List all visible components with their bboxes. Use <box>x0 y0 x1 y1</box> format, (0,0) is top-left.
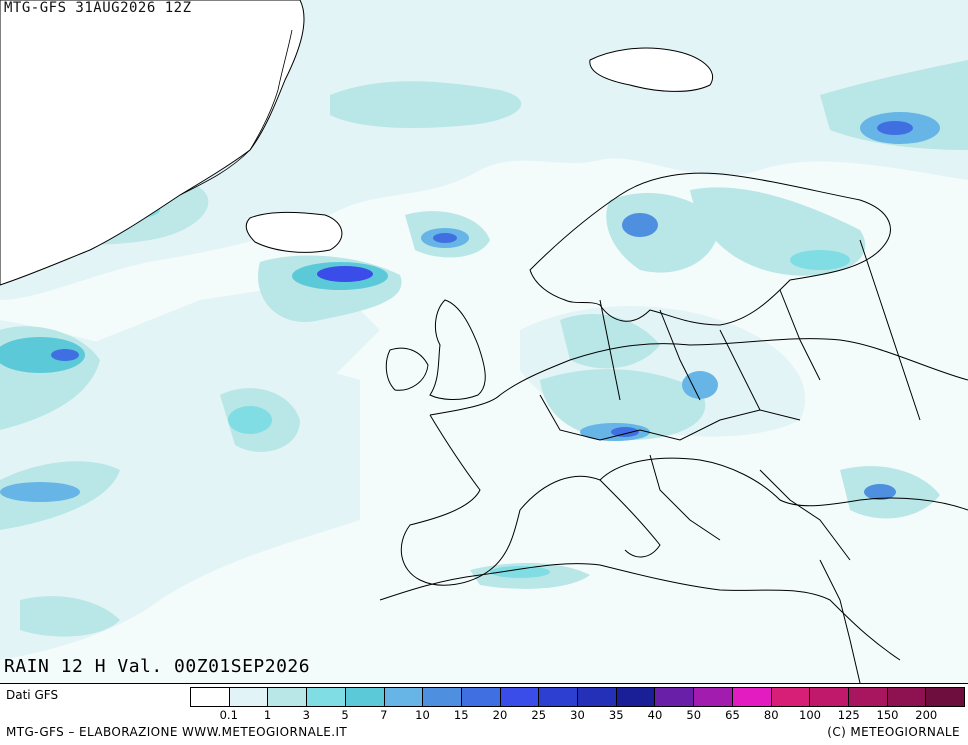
legend-swatch <box>926 688 965 706</box>
legend-swatch <box>732 688 772 706</box>
legend-swatch <box>500 688 540 706</box>
legend-swatch <box>229 688 269 706</box>
legend-tick-label: 10 <box>415 708 430 722</box>
greenland-landmass <box>0 0 305 286</box>
country-borders <box>539 239 921 683</box>
data-source-label: Dati GFS <box>6 688 59 702</box>
continental-europe-outline <box>400 338 968 586</box>
legend-tick-label: 150 <box>876 708 899 722</box>
legend-swatch <box>771 688 811 706</box>
legend-swatch <box>578 688 617 706</box>
legend-swatch <box>461 688 501 706</box>
legend-swatch <box>887 688 927 706</box>
color-legend <box>190 687 965 707</box>
legend-tick-label: 200 <box>915 708 938 722</box>
precip-map <box>0 0 968 683</box>
legend-tick-label: 15 <box>453 708 469 722</box>
legend-swatch <box>539 688 579 706</box>
legend-tick-label: 0.1 <box>219 708 238 722</box>
legend-swatch <box>423 688 462 706</box>
footer-copyright: (C) METEOGIORNALE <box>827 725 960 739</box>
svalbard-landmass <box>589 47 713 92</box>
map-bottom-border <box>0 683 968 684</box>
legend-tick-label: 65 <box>725 708 740 722</box>
north-africa-coast <box>379 563 901 661</box>
legend-tick-label: 125 <box>837 708 860 722</box>
footer-credit: MTG-GFS – ELABORAZIONE WWW.METEOGIORNALE… <box>6 725 348 739</box>
britain-landmass <box>429 299 486 400</box>
greenland-coast-detail <box>179 29 293 196</box>
legend-swatch <box>848 688 888 706</box>
legend-swatch <box>384 688 424 706</box>
ireland-landmass <box>385 347 429 391</box>
legend-tick-label: 3 <box>302 708 310 722</box>
legend-tick-label: 30 <box>570 708 585 722</box>
legend-tick-label: 1 <box>263 708 272 722</box>
legend-swatch <box>307 688 346 706</box>
legend-swatch <box>345 688 385 706</box>
legend-swatch <box>268 688 308 706</box>
legend-tick-label: 7 <box>380 708 388 722</box>
iceland-landmass <box>245 211 343 253</box>
scandinavia-landmass <box>529 172 891 326</box>
precip-blue-cores <box>0 112 940 578</box>
legend-swatch <box>616 688 656 706</box>
legend-swatch <box>694 688 733 706</box>
legend-tick-label: 20 <box>492 708 508 722</box>
legend-tick-label: 25 <box>531 708 547 722</box>
legend-tick-label: 50 <box>686 708 702 722</box>
legend-swatch <box>655 688 695 706</box>
legend-tick-label: 5 <box>341 708 349 722</box>
legend-tick-label: 80 <box>763 708 779 722</box>
legend-tick-label: 40 <box>647 708 663 722</box>
legend-swatch <box>810 688 849 706</box>
legend-tick-label: 35 <box>608 708 624 722</box>
legend-tick-label: 100 <box>799 708 821 722</box>
run-title: MTG-GFS 31AUG2026 12Z <box>4 0 192 16</box>
legend-ticks: 0.1 1 3 5 7 10 15 20 25 30 35 40 50 65 80 100 125 150 200 <box>190 708 965 724</box>
map-caption: RAIN 12 H Val. 00Z01SEP2026 <box>4 656 311 677</box>
legend-swatch <box>191 688 230 706</box>
